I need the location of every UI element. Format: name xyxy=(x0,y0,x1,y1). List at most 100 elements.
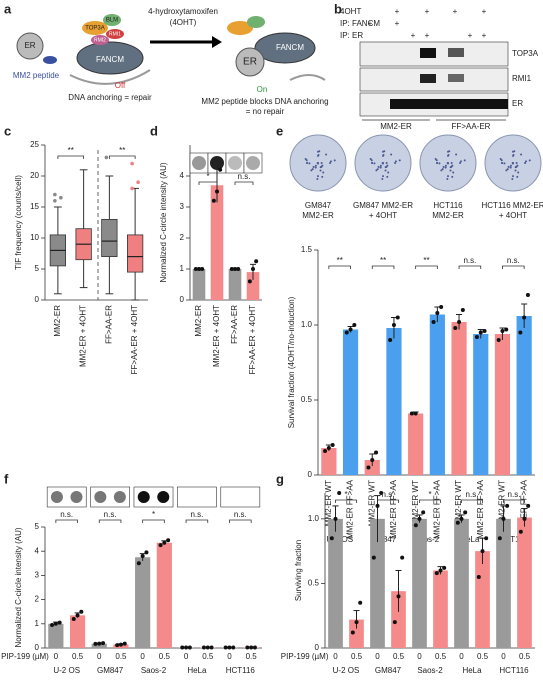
y-tick-label: 3 xyxy=(35,571,40,580)
y-tick-label: 4 xyxy=(35,546,40,555)
point xyxy=(201,645,206,650)
group-label: U-2 OS xyxy=(53,666,80,675)
colony xyxy=(314,164,317,167)
point xyxy=(463,510,468,515)
x-tick-label: 0.5 xyxy=(519,652,531,661)
off-label: Off xyxy=(115,81,126,90)
colony xyxy=(314,166,317,169)
colony xyxy=(516,164,519,167)
colony xyxy=(312,165,315,168)
y-tick-label: 4 xyxy=(180,171,185,180)
bar xyxy=(451,322,467,475)
significance: ** xyxy=(423,256,429,265)
on-label: On xyxy=(257,85,268,94)
colony xyxy=(459,160,462,163)
colony xyxy=(447,154,449,157)
colony xyxy=(321,164,324,167)
point xyxy=(478,330,483,335)
bar xyxy=(370,518,385,648)
colony xyxy=(382,150,384,153)
blot-plus: + xyxy=(411,31,416,40)
bar xyxy=(349,619,364,648)
y-tick-label: 1.0 xyxy=(301,320,313,329)
off-text: DNA anchoring = repair xyxy=(68,93,152,102)
colony xyxy=(371,162,374,164)
y-tick-label: 0 xyxy=(180,295,185,304)
bar xyxy=(210,185,224,300)
outlier xyxy=(130,161,134,166)
colony xyxy=(511,177,514,180)
point xyxy=(97,641,102,646)
panel-label: b xyxy=(334,1,342,16)
point xyxy=(162,540,167,545)
x-tick-label: MM2-ER FF>AA xyxy=(476,479,485,539)
fancm-icon xyxy=(76,41,144,75)
x-tick-label: 0 xyxy=(97,652,102,661)
point xyxy=(184,645,189,650)
colony xyxy=(379,166,382,169)
colony xyxy=(524,160,527,163)
bar xyxy=(328,518,343,648)
bracket xyxy=(502,265,525,269)
blot-frame xyxy=(220,486,261,508)
outlier xyxy=(104,155,109,160)
colony xyxy=(447,150,449,153)
panel-label: g xyxy=(276,471,284,486)
point xyxy=(439,305,444,309)
point xyxy=(392,620,397,625)
x-tick-label: MM2-ER FF>AA xyxy=(519,479,528,539)
point xyxy=(218,167,223,172)
point xyxy=(236,267,241,271)
point xyxy=(231,645,236,650)
colony xyxy=(325,153,328,156)
bracket xyxy=(371,265,395,269)
plate-label: + 4OHT xyxy=(369,211,397,220)
point xyxy=(500,329,505,333)
bar xyxy=(364,460,380,475)
point xyxy=(518,330,523,335)
bracket xyxy=(461,499,483,503)
point xyxy=(453,326,458,330)
bracket xyxy=(229,519,252,523)
blot-frame xyxy=(177,486,217,508)
bar xyxy=(408,413,424,475)
dna xyxy=(69,69,151,85)
bracket xyxy=(335,499,357,503)
blot-row-label: 4OHT xyxy=(340,7,361,16)
colony xyxy=(501,162,504,164)
bar xyxy=(391,591,406,648)
blot-group-label: MM2-ER xyxy=(380,122,412,131)
point xyxy=(50,623,55,628)
x-tick-label: 0 xyxy=(417,652,422,661)
blot-dot xyxy=(137,491,150,503)
significance: ** xyxy=(337,256,343,265)
bar xyxy=(475,551,490,648)
point xyxy=(518,529,523,534)
colony xyxy=(386,175,389,178)
colony xyxy=(441,168,444,171)
plate-label: HCT116 xyxy=(433,201,463,210)
point xyxy=(505,503,510,508)
point xyxy=(330,443,335,447)
group-label: Saos-2 xyxy=(141,666,167,675)
point xyxy=(166,538,171,543)
x-axis-label: PIP-199 (µM) xyxy=(1,652,49,661)
significance: * xyxy=(206,172,209,181)
band xyxy=(448,74,464,82)
point xyxy=(223,645,228,650)
band-label: RMI1 xyxy=(512,74,532,83)
blot-dot xyxy=(246,156,260,170)
bracket xyxy=(234,181,254,185)
colony xyxy=(394,160,397,163)
point xyxy=(158,543,163,548)
bracket xyxy=(377,499,399,503)
bracket xyxy=(415,265,438,269)
significance: ** xyxy=(119,146,125,155)
point xyxy=(474,335,479,339)
colony xyxy=(373,162,376,165)
peptide-text: MM2 peptide xyxy=(13,71,60,80)
point xyxy=(205,645,210,650)
colony xyxy=(512,150,514,153)
point xyxy=(200,267,205,271)
